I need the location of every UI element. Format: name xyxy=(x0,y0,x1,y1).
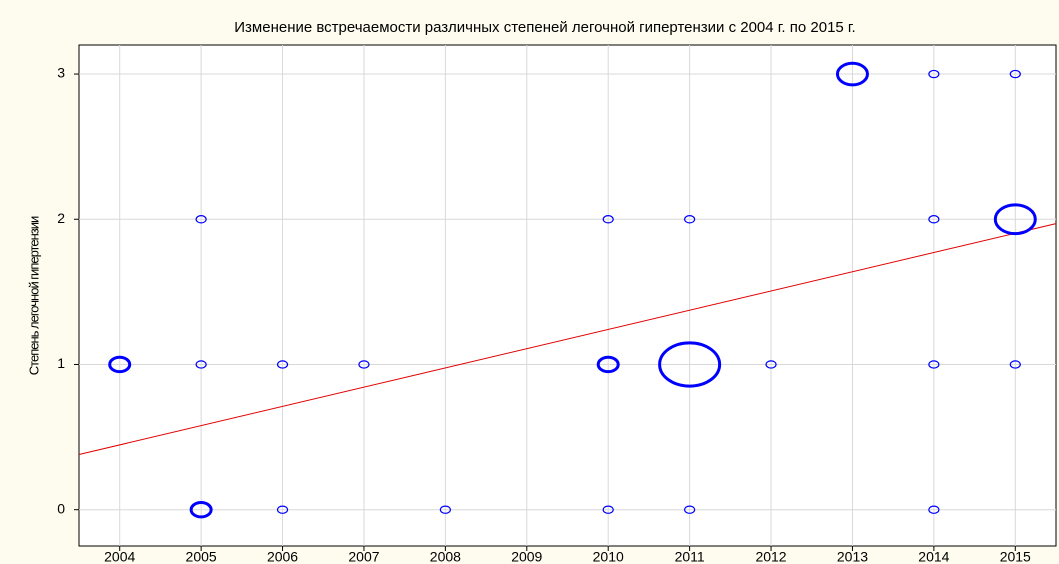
bubble xyxy=(276,505,289,514)
bubble xyxy=(993,203,1037,236)
bubble xyxy=(358,360,370,369)
bubble xyxy=(928,360,940,369)
x-tick-label: 2010 xyxy=(593,549,624,564)
bubble xyxy=(928,215,940,224)
bubble xyxy=(195,360,207,369)
y-axis-label: Степень легочной гипертензии xyxy=(26,216,41,375)
bubble xyxy=(765,360,777,369)
bubble xyxy=(439,505,451,514)
bubble xyxy=(596,355,620,374)
y-tick-label: 1 xyxy=(57,355,65,371)
bubble xyxy=(276,360,289,369)
bubble xyxy=(835,61,869,87)
bubble xyxy=(602,215,614,224)
bubble xyxy=(195,215,207,224)
bubble xyxy=(928,505,940,514)
x-tick-label: 2015 xyxy=(1000,549,1031,564)
bubble xyxy=(1009,69,1021,79)
x-tick-label: 2004 xyxy=(104,549,135,564)
plot-area xyxy=(78,44,1057,547)
x-tick-label: 2014 xyxy=(918,549,949,564)
trend-line xyxy=(78,223,1057,455)
x-tick-label: 2012 xyxy=(755,549,786,564)
bubble xyxy=(189,500,213,519)
x-tick-label: 2011 xyxy=(675,549,705,564)
bubble xyxy=(602,505,614,514)
bubble xyxy=(1009,360,1021,369)
x-tick-label: 2007 xyxy=(348,549,379,564)
bubble xyxy=(684,505,696,514)
bubble xyxy=(108,355,132,374)
y-tick-label: 2 xyxy=(57,210,65,226)
x-tick-label: 2005 xyxy=(186,549,217,564)
y-tick-label: 0 xyxy=(57,500,65,516)
y-tick-label: 3 xyxy=(57,65,65,81)
bubble xyxy=(684,215,696,224)
x-tick-label: 2006 xyxy=(267,549,298,564)
x-tick-label: 2013 xyxy=(837,549,868,564)
x-tick-label: 2008 xyxy=(430,549,461,564)
bubble xyxy=(658,341,722,388)
chart-title: Изменение встречаемости различных степен… xyxy=(234,19,855,36)
bubble xyxy=(928,69,940,79)
x-tick-label: 2009 xyxy=(511,549,542,564)
